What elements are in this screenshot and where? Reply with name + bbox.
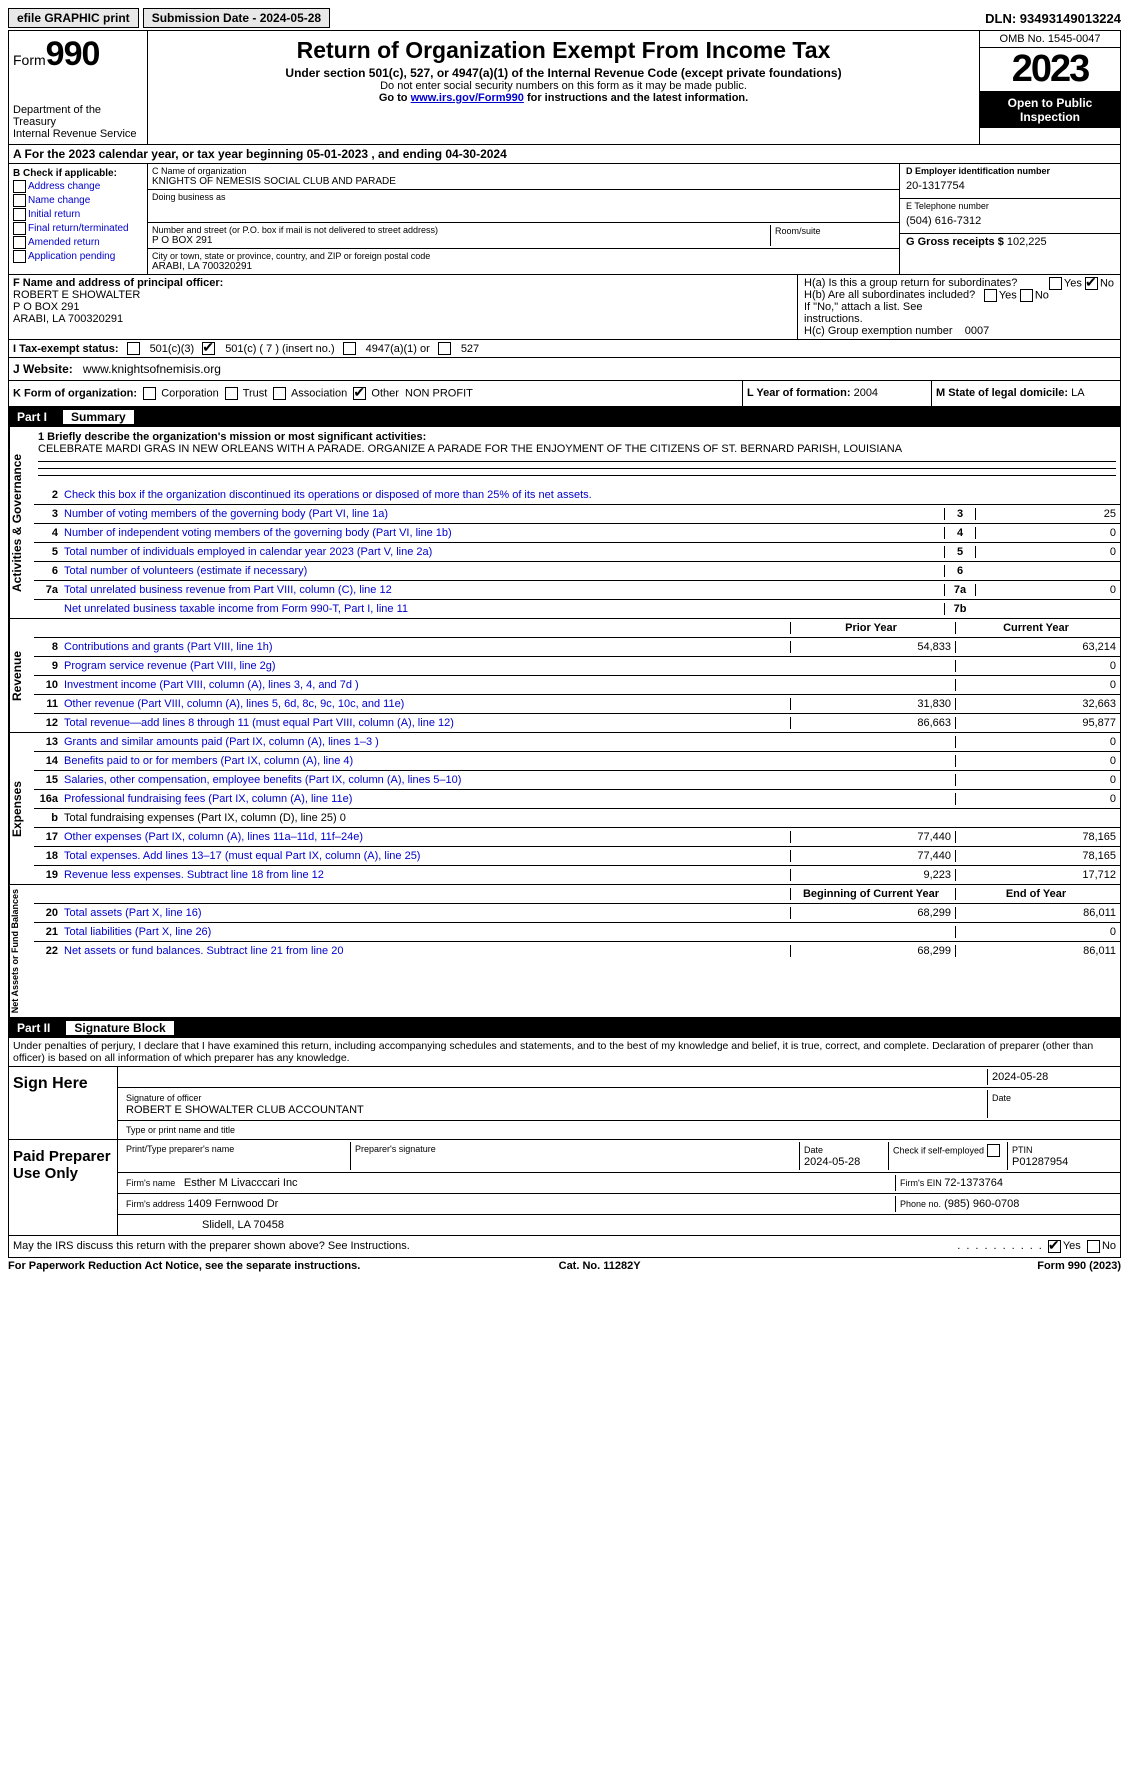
gross-value: 102,225 — [1007, 236, 1047, 248]
paperwork-notice: For Paperwork Reduction Act Notice, see … — [8, 1260, 360, 1272]
header-left: Form990 Department of the TreasuryIntern… — [9, 31, 148, 144]
row-j-website: J Website: www.knightsofnemisis.org — [8, 358, 1121, 381]
cb-final-return[interactable]: Final return/terminated — [13, 222, 143, 235]
page-footer: For Paperwork Reduction Act Notice, see … — [8, 1260, 1121, 1272]
hb-no[interactable] — [1020, 289, 1033, 302]
signature-block: Under penalties of perjury, I declare th… — [8, 1038, 1121, 1258]
col-h-group: H(a) Is this a group return for subordin… — [798, 275, 1120, 339]
cb-4947[interactable] — [343, 342, 356, 355]
mission-box: 1 Briefly describe the organization's mi… — [34, 427, 1120, 486]
cb-amended-return[interactable]: Amended return — [13, 236, 143, 249]
section-net-assets: Net Assets or Fund Balances Beginning of… — [8, 885, 1121, 1018]
cb-self-employed[interactable] — [987, 1144, 1000, 1157]
room-label: Room/suite — [775, 226, 821, 236]
form-note2: Go to www.irs.gov/Form990 for instructio… — [156, 92, 971, 104]
form-ref: Form 990 (2023) — [1037, 1260, 1121, 1272]
side-governance: Activities & Governance — [9, 427, 34, 618]
ein-label: D Employer identification number — [906, 166, 1114, 176]
tax-year: 2023 — [980, 48, 1120, 92]
discuss-yes[interactable] — [1048, 1240, 1061, 1253]
perjury-statement: Under penalties of perjury, I declare th… — [9, 1038, 1120, 1066]
form-header: Form990 Department of the TreasuryIntern… — [8, 30, 1121, 145]
sign-here-row: Sign Here 2024-05-28 Signature of office… — [9, 1066, 1120, 1139]
form-title: Return of Organization Exempt From Incom… — [156, 37, 971, 64]
row-a-period: A For the 2023 calendar year, or tax yea… — [8, 145, 1121, 164]
irs-discuss-row: May the IRS discuss this return with the… — [9, 1235, 1120, 1257]
phone-label: E Telephone number — [906, 201, 1114, 211]
form-note1: Do not enter social security numbers on … — [156, 80, 971, 92]
cb-527[interactable] — [438, 342, 451, 355]
header-center: Return of Organization Exempt From Incom… — [148, 31, 979, 144]
section-governance: Activities & Governance 1 Briefly descri… — [8, 427, 1121, 619]
efile-print-button[interactable]: efile GRAPHIC print — [8, 8, 139, 28]
phone-value: (504) 616-7312 — [906, 211, 1114, 231]
dept-label: Department of the TreasuryInternal Reven… — [13, 104, 143, 140]
city-label: City or town, state or province, country… — [152, 251, 895, 261]
cb-other[interactable] — [353, 387, 366, 400]
col-f-officer: F Name and address of principal officer:… — [9, 275, 798, 339]
cb-corp[interactable] — [143, 387, 156, 400]
side-expenses: Expenses — [9, 733, 34, 884]
hb-row: H(b) Are all subordinates included? Yes … — [804, 289, 1114, 301]
cb-501c[interactable] — [202, 342, 215, 355]
org-name: KNIGHTS OF NEMESIS SOCIAL CLUB AND PARAD… — [152, 176, 895, 187]
row-l-year: L Year of formation: 2004 — [743, 381, 932, 406]
side-revenue: Revenue — [9, 619, 34, 732]
cb-app-pending[interactable]: Application pending — [13, 250, 143, 263]
section-revenue: Revenue Prior YearCurrent Year 8Contribu… — [8, 619, 1121, 733]
side-net-assets: Net Assets or Fund Balances — [9, 885, 34, 1017]
form-number: 990 — [46, 35, 100, 73]
gross-label: G Gross receipts $ — [906, 236, 1004, 248]
block-fh: F Name and address of principal officer:… — [8, 275, 1121, 340]
hc-row: H(c) Group exemption number 0007 — [804, 325, 1114, 337]
omb-number: OMB No. 1545-0047 — [980, 31, 1120, 48]
irs-link[interactable]: www.irs.gov/Form990 — [411, 92, 524, 104]
street-label: Number and street (or P.O. box if mail i… — [152, 225, 770, 235]
part2-header: Part II Signature Block — [8, 1018, 1121, 1038]
submission-date-button[interactable]: Submission Date - 2024-05-28 — [143, 8, 330, 28]
cb-501c3[interactable] — [127, 342, 140, 355]
open-inspect: Open to Public Inspection — [980, 92, 1120, 128]
org-name-label: C Name of organization — [152, 166, 895, 176]
sign-here-label: Sign Here — [9, 1067, 118, 1139]
ha-yes[interactable] — [1049, 277, 1062, 290]
paid-preparer-label: Paid Preparer Use Only — [9, 1140, 118, 1235]
cb-assoc[interactable] — [273, 387, 286, 400]
street-value: P O BOX 291 — [152, 235, 770, 246]
ha-no[interactable] — [1085, 277, 1098, 290]
row-i-tax-status: I Tax-exempt status: 501(c)(3) 501(c) ( … — [8, 340, 1121, 358]
header-right: OMB No. 1545-0047 2023 Open to Public In… — [979, 31, 1120, 144]
col-c-org-info: C Name of organization KNIGHTS OF NEMESI… — [148, 164, 900, 274]
hb-note: If "No," attach a list. See instructions… — [804, 301, 1114, 325]
cb-initial-return[interactable]: Initial return — [13, 208, 143, 221]
paid-preparer-row: Paid Preparer Use Only Print/Type prepar… — [9, 1139, 1120, 1235]
cb-trust[interactable] — [225, 387, 238, 400]
cb-address-change[interactable]: Address change — [13, 180, 143, 193]
discuss-no[interactable] — [1087, 1240, 1100, 1253]
cat-no: Cat. No. 11282Y — [559, 1260, 641, 1272]
dln-text: DLN: 93493149013224 — [985, 11, 1121, 26]
block-bcd: B Check if applicable: Address change Na… — [8, 164, 1121, 275]
row-klm: K Form of organization: Corporation Trus… — [8, 381, 1121, 407]
part1-header: Part I Summary — [8, 407, 1121, 427]
row-m-state: M State of legal domicile: LA — [932, 381, 1120, 406]
ha-row: H(a) Is this a group return for subordin… — [804, 277, 1114, 289]
cb-name-change[interactable]: Name change — [13, 194, 143, 207]
dba-label: Doing business as — [152, 192, 895, 202]
form-word: Form — [13, 52, 46, 68]
efile-topbar: efile GRAPHIC print Submission Date - 20… — [8, 8, 1121, 28]
col-b-checkboxes: B Check if applicable: Address change Na… — [9, 164, 148, 274]
row-k-form-org: K Form of organization: Corporation Trus… — [9, 381, 743, 406]
section-expenses: Expenses 13Grants and similar amounts pa… — [8, 733, 1121, 885]
col-d-ein: D Employer identification number 20-1317… — [900, 164, 1120, 274]
city-value: ARABI, LA 700320291 — [152, 261, 895, 272]
ein-value: 20-1317754 — [906, 176, 1114, 196]
form-subtitle: Under section 501(c), 527, or 4947(a)(1)… — [156, 66, 971, 80]
hb-yes[interactable] — [984, 289, 997, 302]
